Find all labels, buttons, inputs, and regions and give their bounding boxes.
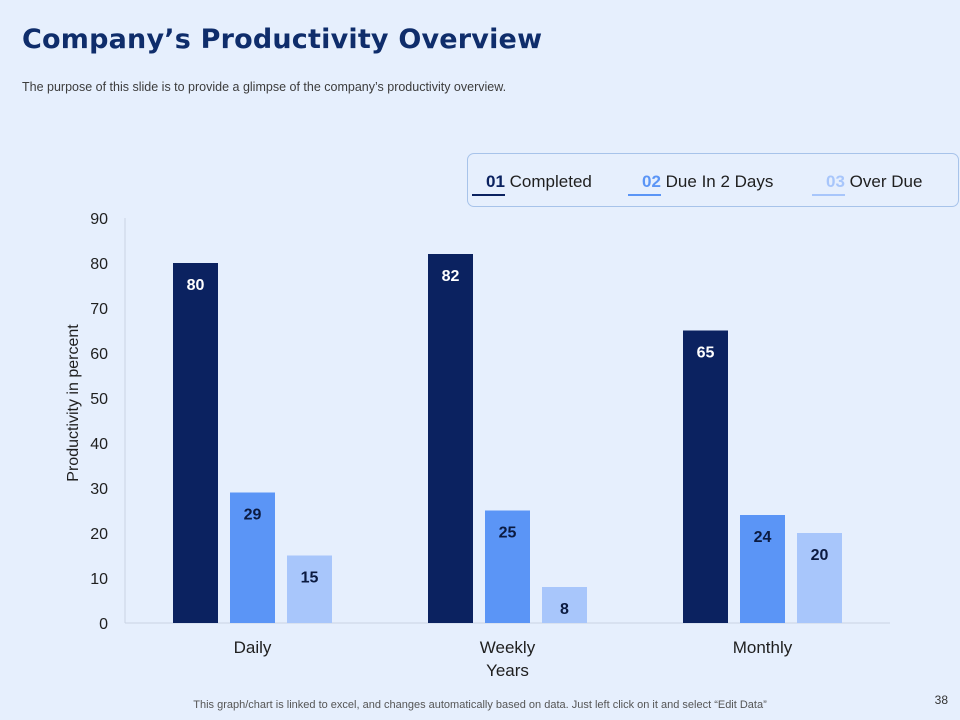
bar-due-in-2-days <box>230 492 275 623</box>
chart-legend: 01 Completed 02 Due In 2 Days 03 Over Du… <box>467 153 959 207</box>
footer-note: This graph/chart is linked to excel, and… <box>193 699 767 711</box>
legend-label: Due In 2 Days <box>665 172 774 191</box>
y-tick-label: 90 <box>90 211 108 228</box>
legend-swatch-over-due <box>812 194 845 196</box>
y-tick-label: 80 <box>90 256 108 273</box>
legend-swatch-due-in-2-days <box>628 194 661 196</box>
legend-label: Over Due <box>849 172 923 191</box>
bar-over-due <box>287 555 332 623</box>
x-tick-label: Weekly <box>480 638 536 657</box>
bar-completed <box>683 330 728 623</box>
legend-number: 01 <box>472 172 505 196</box>
page-subtitle: The purpose of this slide is to provide … <box>22 80 507 94</box>
y-tick-label: 60 <box>90 346 108 363</box>
legend-swatch-completed <box>472 194 505 196</box>
y-axis-title: Productivity in percent <box>65 324 82 482</box>
bar-due-in-2-days <box>740 515 785 623</box>
legend-label: Completed <box>509 172 592 191</box>
bar-data-label: 24 <box>754 529 772 546</box>
bar-data-label: 80 <box>187 277 205 294</box>
bar-data-label: 82 <box>442 268 460 285</box>
x-tick-label: Monthly <box>733 638 793 657</box>
bar-completed <box>173 263 218 623</box>
legend-number-text: 01 <box>486 172 505 191</box>
legend-item-completed: 01 Completed <box>472 172 592 196</box>
legend-number: 03 <box>812 172 845 196</box>
y-tick-label: 40 <box>90 436 108 453</box>
legend-item-over-due: 03 Over Due <box>812 172 923 196</box>
y-tick-label: 10 <box>90 571 108 588</box>
bar-data-label: 29 <box>244 507 262 524</box>
y-tick-label: 20 <box>90 526 108 543</box>
bar-data-label: 15 <box>301 570 319 587</box>
x-tick-label: Daily <box>234 638 272 657</box>
y-tick-label: 50 <box>90 391 108 408</box>
page-number: 38 <box>934 693 948 707</box>
legend-number: 02 <box>628 172 661 196</box>
bar-data-label: 20 <box>811 547 829 564</box>
bar-completed <box>428 254 473 623</box>
y-tick-label: 0 <box>99 616 108 633</box>
page-title: Company’s Productivity Overview <box>22 24 543 55</box>
legend-item-due-in-2-days: 02 Due In 2 Days <box>628 172 774 196</box>
bar-data-label: 25 <box>499 525 517 542</box>
bar-due-in-2-days <box>485 510 530 623</box>
legend-number-text: 03 <box>826 172 845 191</box>
legend-number-text: 02 <box>642 172 661 191</box>
x-axis-title: Years <box>486 661 529 680</box>
y-tick-label: 70 <box>90 301 108 318</box>
y-tick-label: 30 <box>90 481 108 498</box>
bar-data-label: 65 <box>697 345 715 362</box>
bar-over-due <box>542 587 587 623</box>
bar-over-due <box>797 533 842 623</box>
bar-data-label: 8 <box>560 601 569 618</box>
